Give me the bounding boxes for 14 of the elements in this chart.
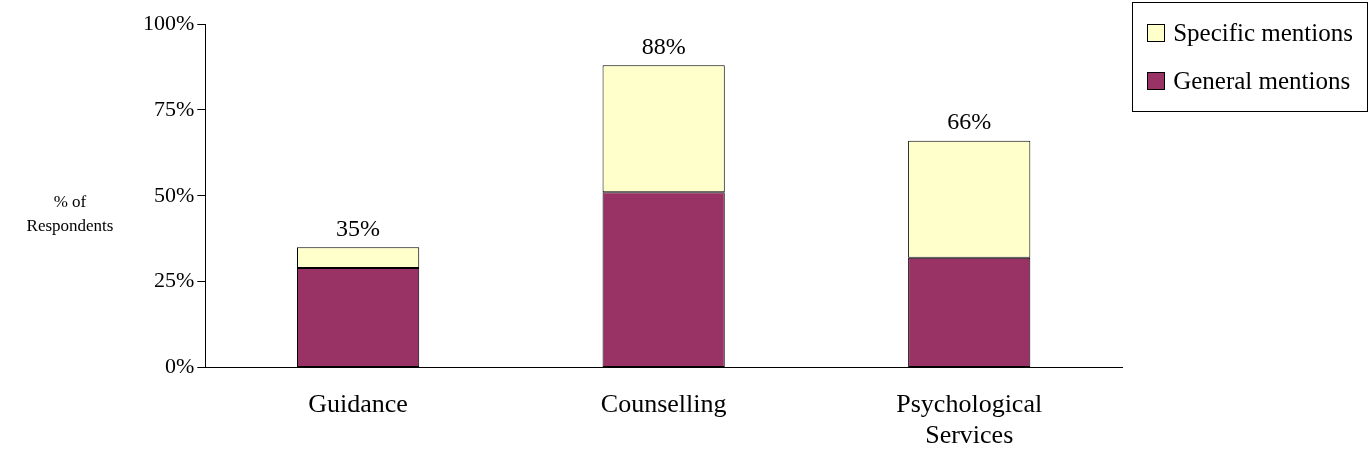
- x-tick-label: Psychological Services: [896, 389, 1043, 450]
- x-tick-label: Counselling: [600, 389, 727, 419]
- total-label: 66%: [947, 108, 992, 135]
- y-tick-label: 50%: [154, 181, 195, 207]
- x-tick-label: Guidance: [308, 389, 408, 419]
- total-label: 88%: [641, 32, 686, 59]
- y-tick-label: 0%: [165, 353, 195, 379]
- total-label: 35%: [336, 214, 381, 241]
- legend-label: Specific mentions: [1173, 19, 1353, 47]
- y-axis-title: % of Respondents: [25, 191, 115, 237]
- y-tick-label: 100%: [143, 9, 195, 35]
- legend-label: General mentions: [1173, 67, 1351, 95]
- y-tick-label: 75%: [154, 95, 195, 121]
- y-tick-label: 25%: [154, 267, 195, 293]
